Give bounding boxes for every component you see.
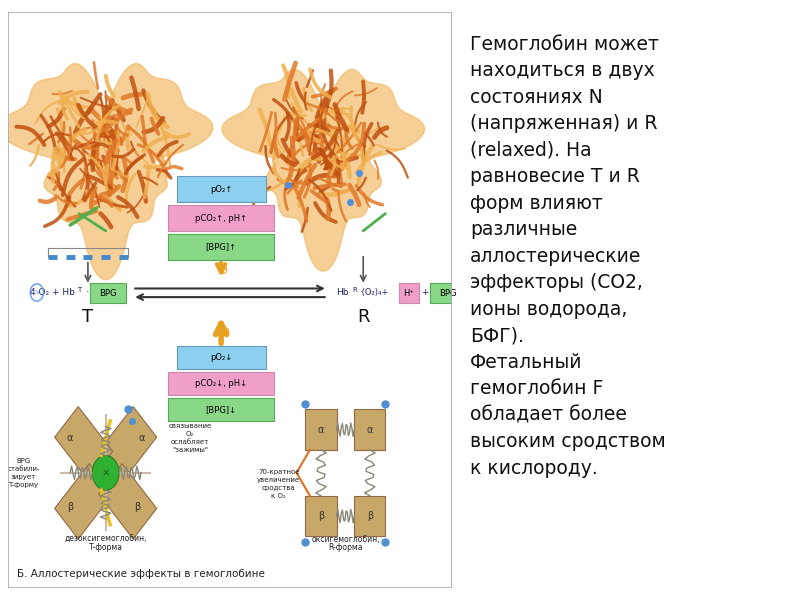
Polygon shape bbox=[222, 70, 425, 271]
Bar bbox=[398, 283, 418, 303]
Text: дезоксигемоглобин,: дезоксигемоглобин, bbox=[65, 535, 147, 544]
Text: BPG
стабили-
зирует
T-форму: BPG стабили- зирует T-форму bbox=[7, 458, 40, 488]
Text: R: R bbox=[352, 287, 357, 293]
Bar bbox=[177, 346, 266, 369]
Polygon shape bbox=[98, 407, 157, 482]
Bar bbox=[168, 398, 274, 421]
Bar bbox=[90, 283, 126, 303]
Bar bbox=[168, 205, 274, 231]
Text: связывание
O₂
ослабляет
"зажимы": связывание O₂ ослабляет "зажимы" bbox=[169, 423, 212, 453]
Text: O₂: O₂ bbox=[33, 290, 41, 295]
Text: ⊕: ⊕ bbox=[218, 263, 229, 277]
Text: α: α bbox=[138, 433, 144, 443]
Bar bbox=[177, 176, 266, 202]
Bar bbox=[168, 234, 274, 260]
Bar bbox=[168, 372, 274, 395]
Text: [BPG]↓: [BPG]↓ bbox=[206, 405, 237, 414]
Text: pO₂↓: pO₂↓ bbox=[210, 353, 232, 362]
Text: BPG: BPG bbox=[439, 289, 456, 298]
Text: ✕: ✕ bbox=[102, 468, 110, 478]
Text: α: α bbox=[318, 425, 324, 434]
Text: α: α bbox=[67, 433, 74, 443]
Text: T: T bbox=[77, 287, 81, 293]
Text: Hb: Hb bbox=[337, 288, 349, 297]
Polygon shape bbox=[306, 409, 337, 450]
Polygon shape bbox=[306, 496, 337, 536]
Polygon shape bbox=[98, 464, 157, 539]
Text: Гемоглобин может
находиться в двух
состояниях N
(напряженная) и R
(relaxed). На
: Гемоглобин может находиться в двух состо… bbox=[470, 35, 666, 478]
Text: BPG: BPG bbox=[99, 289, 117, 298]
Text: β: β bbox=[67, 502, 74, 512]
Text: α: α bbox=[366, 425, 373, 434]
Text: R-форма: R-форма bbox=[328, 543, 362, 552]
Text: pCO₂↓, pH↓: pCO₂↓, pH↓ bbox=[195, 379, 247, 388]
Text: β: β bbox=[318, 511, 324, 521]
Text: ·: · bbox=[86, 287, 90, 298]
Polygon shape bbox=[354, 409, 386, 450]
Polygon shape bbox=[54, 407, 113, 482]
Text: 70-кратное
увеличение
сродства
к O₂: 70-кратное увеличение сродства к O₂ bbox=[258, 469, 301, 499]
Polygon shape bbox=[354, 496, 386, 536]
Text: pCO₂↑, pH↑: pCO₂↑, pH↑ bbox=[195, 214, 247, 223]
Text: Т-форма: Т-форма bbox=[89, 543, 122, 552]
Text: 4 O₂: 4 O₂ bbox=[30, 288, 50, 297]
Text: [BPG]↑: [BPG]↑ bbox=[206, 242, 237, 251]
Text: оксигемоглобин,: оксигемоглобин, bbox=[311, 535, 380, 544]
Text: Б. Аллостерические эффекты в гемоглобине: Б. Аллостерические эффекты в гемоглобине bbox=[17, 569, 265, 578]
Text: H⁺: H⁺ bbox=[403, 289, 414, 298]
Text: + Hb: + Hb bbox=[53, 288, 75, 297]
Polygon shape bbox=[54, 464, 113, 539]
Text: pO₂↑: pO₂↑ bbox=[210, 185, 232, 194]
Text: β: β bbox=[134, 502, 140, 512]
Text: ⊕: ⊕ bbox=[219, 325, 230, 338]
Text: β: β bbox=[366, 511, 373, 521]
Circle shape bbox=[92, 455, 119, 490]
Text: R: R bbox=[357, 308, 370, 326]
Text: +: + bbox=[421, 288, 429, 297]
Text: T: T bbox=[82, 308, 94, 326]
Text: ·(O₂)₄+: ·(O₂)₄+ bbox=[358, 288, 388, 297]
Bar bbox=[430, 283, 466, 303]
Polygon shape bbox=[0, 64, 213, 280]
